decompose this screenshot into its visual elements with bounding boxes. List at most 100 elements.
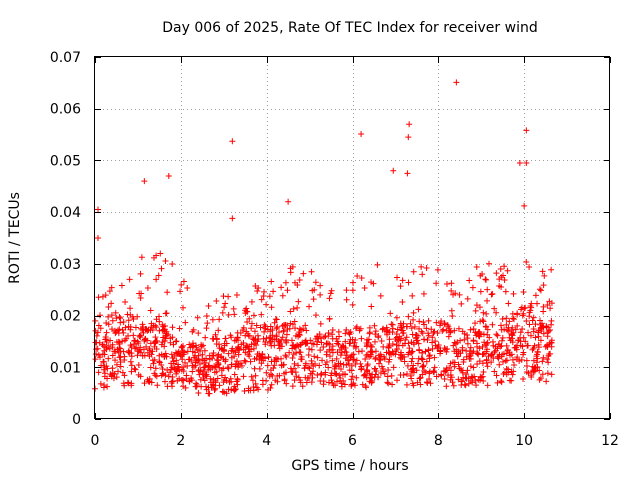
data-point — [530, 328, 537, 335]
data-point — [423, 325, 430, 332]
data-point — [425, 332, 432, 339]
data-point — [403, 371, 410, 378]
data-point — [161, 343, 168, 350]
data-point — [153, 338, 160, 345]
data-point — [425, 317, 432, 324]
data-point — [308, 268, 315, 275]
data-point — [213, 335, 220, 342]
data-point — [92, 339, 99, 346]
data-point — [493, 270, 500, 277]
data-point — [270, 288, 277, 295]
data-point — [348, 376, 355, 383]
data-point — [380, 343, 387, 350]
data-point — [167, 335, 174, 342]
data-point — [274, 324, 281, 331]
data-point — [276, 345, 283, 352]
data-point — [451, 327, 458, 334]
data-point — [99, 351, 106, 358]
data-point — [548, 371, 555, 378]
data-point — [294, 304, 301, 311]
data-point — [196, 361, 203, 368]
data-point — [367, 374, 374, 381]
data-point — [106, 345, 113, 352]
data-point — [148, 320, 155, 327]
data-point — [317, 291, 324, 298]
data-point — [394, 326, 401, 333]
data-point — [214, 353, 221, 360]
data-point — [289, 383, 296, 390]
data-point — [159, 370, 166, 377]
data-point — [151, 356, 158, 363]
data-point — [308, 357, 315, 364]
data-point — [409, 331, 416, 338]
data-point — [499, 358, 506, 365]
data-point — [519, 326, 526, 333]
data-point — [161, 378, 168, 385]
data-point — [176, 375, 183, 382]
data-point — [184, 362, 191, 369]
data-point — [470, 338, 477, 345]
data-point — [369, 371, 376, 378]
data-point — [117, 315, 124, 322]
data-point — [132, 366, 139, 373]
data-point — [229, 215, 236, 222]
data-point — [480, 309, 487, 316]
data-point — [225, 365, 232, 372]
data-point — [242, 358, 249, 365]
data-point — [320, 344, 327, 351]
data-point — [372, 354, 379, 361]
data-point — [97, 380, 104, 387]
data-point — [153, 316, 160, 323]
data-point — [131, 365, 138, 372]
data-point — [271, 362, 278, 369]
data-point — [198, 343, 205, 350]
data-point — [404, 170, 411, 177]
data-point — [491, 368, 498, 375]
data-point — [413, 367, 420, 374]
data-point — [535, 327, 542, 334]
data-point — [250, 312, 257, 319]
data-point — [397, 371, 404, 378]
data-point — [292, 332, 299, 339]
data-point — [467, 363, 474, 370]
data-point — [162, 258, 169, 265]
data-point — [290, 305, 297, 312]
data-point — [216, 382, 223, 389]
data-point — [125, 317, 132, 324]
data-point — [246, 315, 253, 322]
data-point — [532, 292, 539, 299]
data-point — [386, 341, 393, 348]
data-point — [192, 342, 199, 349]
data-point — [534, 351, 541, 358]
data-point — [326, 295, 333, 302]
data-point — [437, 350, 444, 357]
data-point — [159, 321, 166, 328]
data-point — [253, 322, 260, 329]
data-point — [415, 306, 422, 313]
data-point — [280, 328, 287, 335]
data-point — [147, 340, 154, 347]
data-point — [548, 321, 555, 328]
data-point — [293, 349, 300, 356]
data-point — [520, 376, 527, 383]
data-point — [532, 364, 539, 371]
data-point — [338, 344, 345, 351]
data-point — [536, 317, 543, 324]
data-point — [490, 355, 497, 362]
data-point — [140, 324, 147, 331]
data-point — [191, 354, 198, 361]
data-point — [231, 337, 238, 344]
data-point — [343, 326, 350, 333]
data-point — [98, 362, 105, 369]
data-point — [172, 338, 179, 345]
data-point — [327, 290, 334, 297]
data-point — [158, 265, 165, 272]
data-point — [231, 383, 238, 390]
data-point — [484, 363, 491, 370]
data-point — [405, 351, 412, 358]
data-point — [171, 353, 178, 360]
data-point — [201, 377, 208, 384]
data-point — [299, 339, 306, 346]
data-point — [235, 351, 242, 358]
data-point — [182, 319, 189, 326]
